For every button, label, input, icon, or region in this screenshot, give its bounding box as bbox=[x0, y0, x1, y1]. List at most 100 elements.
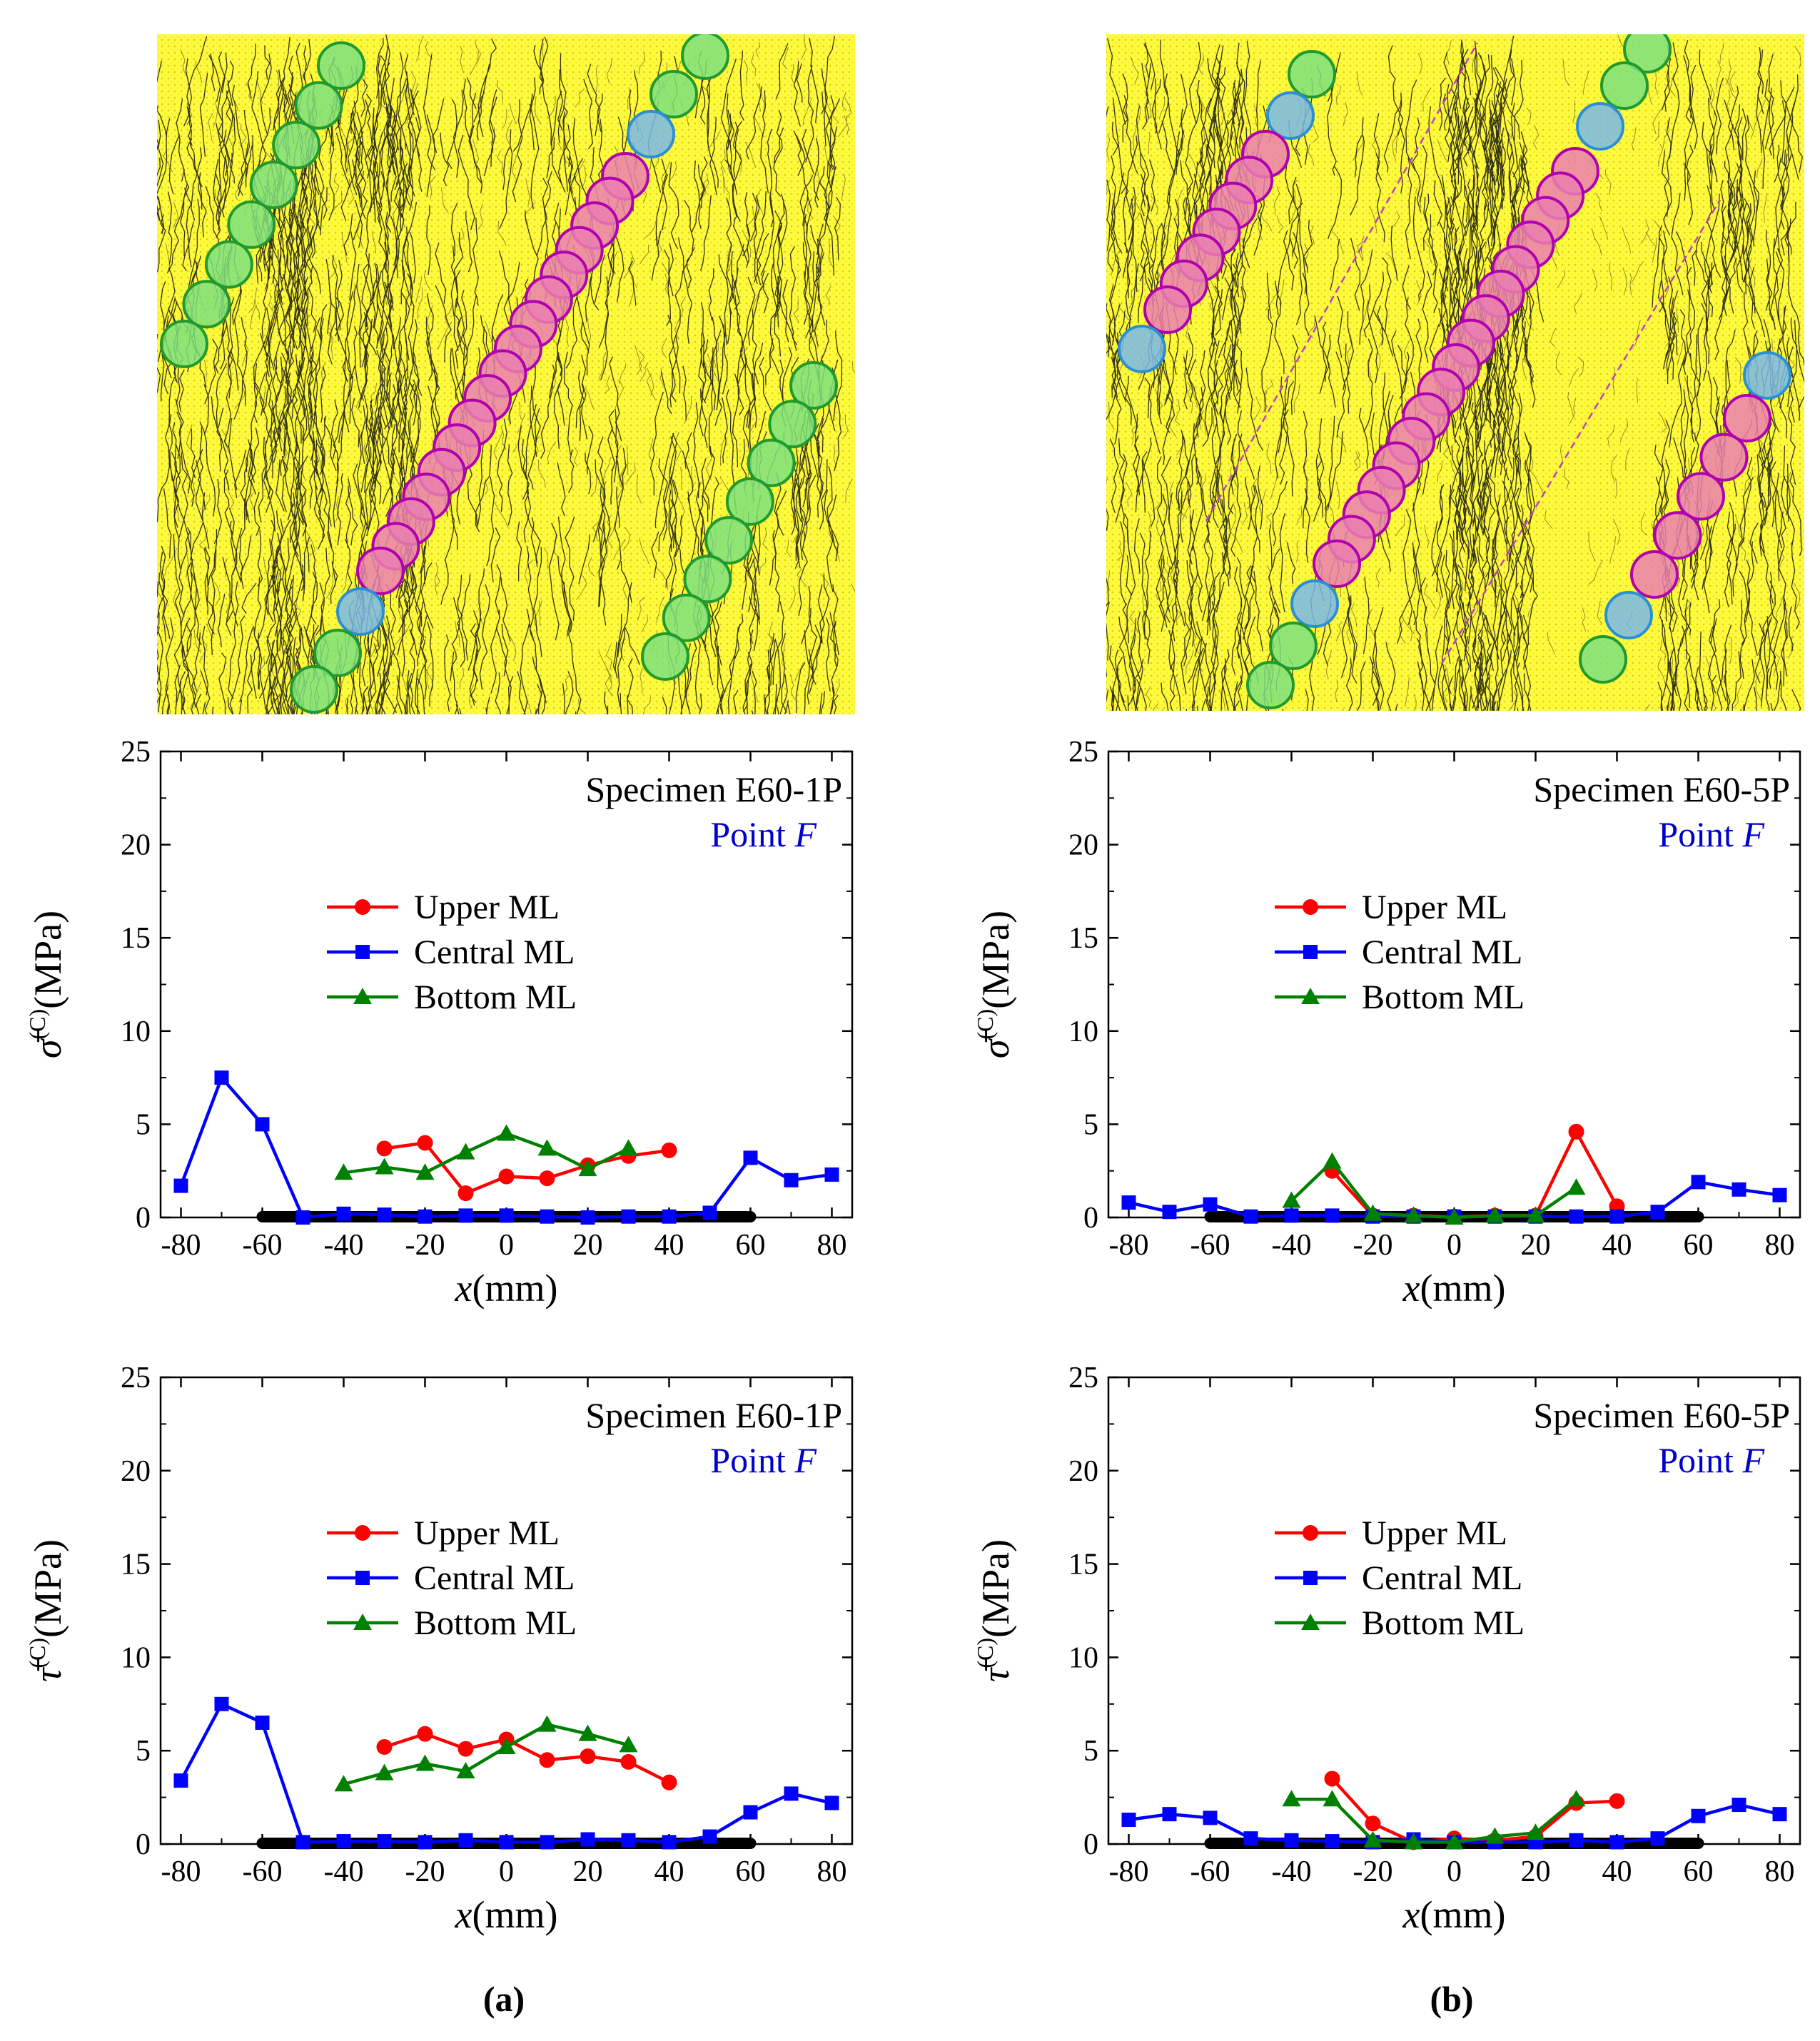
x-tick-label: -40 bbox=[324, 1229, 364, 1262]
data-point-central-ml bbox=[1203, 1810, 1218, 1825]
data-point-central-ml bbox=[1609, 1835, 1624, 1850]
legend-label: Central ML bbox=[1362, 1559, 1522, 1597]
x-tick-label: 80 bbox=[817, 1229, 847, 1262]
data-point-upper-ml bbox=[620, 1753, 637, 1770]
data-point-central-ml bbox=[1243, 1831, 1258, 1846]
x-tick-label: -60 bbox=[243, 1855, 283, 1888]
legend-label: Bottom ML bbox=[414, 1604, 577, 1642]
measurement-circle bbox=[204, 240, 253, 289]
data-point-central-ml bbox=[1162, 1807, 1177, 1822]
chart-b-tau: 0 5 10 15 20 25 -80 -60 -40 -20 0 20 40 60 80 x(mm) τ̄(C… bbox=[972, 1362, 1801, 1936]
data-point-central-ml bbox=[662, 1835, 677, 1850]
y-tick-label: 5 bbox=[1083, 1735, 1098, 1768]
x-tick-label: -60 bbox=[1190, 1855, 1230, 1888]
data-point-bottom-ml bbox=[415, 1163, 435, 1180]
data-point-central-ml bbox=[824, 1796, 839, 1810]
y-tick-label: 5 bbox=[1083, 1108, 1098, 1141]
measurement-circle bbox=[1266, 91, 1315, 140]
measurement-circle bbox=[641, 632, 689, 681]
measurement-circle bbox=[1743, 351, 1791, 400]
data-point-central-ml bbox=[1772, 1187, 1787, 1202]
measurement-circle bbox=[317, 41, 365, 90]
y-tick-label: 0 bbox=[136, 1202, 151, 1235]
data-point-central-ml bbox=[1121, 1195, 1136, 1210]
x-tick-label: -20 bbox=[1353, 1855, 1393, 1888]
data-point-central-ml bbox=[580, 1210, 595, 1225]
y-axis-label: σ̄(C)(MPa) bbox=[24, 911, 69, 1058]
data-point-bottom-ml bbox=[1485, 1206, 1505, 1223]
data-point-bottom-ml bbox=[1485, 1827, 1505, 1844]
specimen-image-a bbox=[157, 34, 855, 714]
series-line-bottom-ml bbox=[343, 1132, 630, 1175]
x-tick-label: 0 bbox=[1447, 1229, 1462, 1262]
y-axis-label-unit: (MPa) bbox=[26, 1539, 69, 1638]
column-label-a: (a) bbox=[483, 1979, 525, 2019]
measurement-circle bbox=[768, 400, 817, 449]
data-point-bottom-ml bbox=[1567, 1790, 1586, 1807]
measurement-circle bbox=[747, 438, 796, 487]
x-axis-label: x(mm) bbox=[1402, 1893, 1506, 1936]
x-axis-label-unit: (mm) bbox=[472, 1893, 557, 1936]
y-tick-label: 5 bbox=[136, 1735, 151, 1768]
y-axis-label-sup: (C) bbox=[972, 1638, 998, 1668]
x-tick-label: 80 bbox=[817, 1855, 847, 1888]
data-point-bottom-ml bbox=[1363, 1204, 1382, 1221]
x-tick-label: 40 bbox=[1602, 1229, 1632, 1262]
y-tick-label: 15 bbox=[121, 922, 151, 955]
column-label-b: (b) bbox=[1430, 1979, 1473, 2019]
data-point-upper-ml bbox=[539, 1170, 555, 1187]
measurement-circle bbox=[1600, 61, 1649, 110]
data-point-central-ml bbox=[743, 1805, 758, 1820]
data-point-upper-ml bbox=[1324, 1771, 1340, 1787]
x-tick-label: -80 bbox=[161, 1855, 201, 1888]
data-point-bottom-ml bbox=[1445, 1833, 1464, 1850]
legend-marker bbox=[355, 1571, 370, 1585]
x-tick-label: 20 bbox=[1521, 1855, 1551, 1888]
chart-subtitle-italic: F bbox=[1741, 1440, 1764, 1480]
data-point-central-ml bbox=[499, 1835, 514, 1850]
measurement-circle bbox=[704, 516, 754, 565]
y-axis-label: τ̄(C)(MPa) bbox=[972, 1539, 1017, 1682]
x-tick-label: -40 bbox=[324, 1855, 364, 1888]
measurement-circle bbox=[1579, 635, 1627, 684]
legend-marker bbox=[1303, 1525, 1318, 1541]
data-point-central-ml bbox=[295, 1835, 310, 1850]
y-axis-label-unit: (MPa) bbox=[974, 911, 1017, 1009]
legend-marker bbox=[1303, 899, 1318, 915]
legend-marker bbox=[355, 945, 370, 959]
data-point-central-ml bbox=[1691, 1808, 1706, 1823]
data-point-bottom-ml bbox=[1526, 1206, 1545, 1223]
data-point-central-ml bbox=[1609, 1209, 1624, 1224]
measurement-circle bbox=[1604, 591, 1653, 639]
data-point-central-ml bbox=[214, 1070, 229, 1085]
x-tick-label: -40 bbox=[1272, 1229, 1312, 1262]
y-axis-label-sup: (C) bbox=[24, 1009, 50, 1040]
legend-label: Upper ML bbox=[1362, 1514, 1507, 1552]
data-point-upper-ml bbox=[539, 1752, 555, 1768]
x-tick-label: 0 bbox=[499, 1855, 514, 1888]
x-tick-label: -80 bbox=[161, 1229, 201, 1262]
data-point-central-ml bbox=[1731, 1182, 1746, 1197]
data-point-bottom-ml bbox=[1404, 1206, 1423, 1223]
chart-subtitle-prefix: Point bbox=[710, 814, 794, 854]
x-tick-label: -60 bbox=[1190, 1229, 1230, 1262]
data-point-bottom-ml bbox=[456, 1143, 475, 1160]
x-tick-label: -40 bbox=[1272, 1855, 1312, 1888]
x-tick-label: 20 bbox=[573, 1855, 603, 1888]
legend-label: Bottom ML bbox=[414, 978, 577, 1016]
measurement-circle bbox=[182, 280, 231, 329]
x-tick-label: 60 bbox=[736, 1229, 766, 1262]
band-guide-line bbox=[1440, 199, 1722, 664]
x-tick-label: 20 bbox=[1521, 1229, 1551, 1262]
chart-subtitle-italic: F bbox=[1741, 814, 1764, 854]
data-point-bottom-ml bbox=[1445, 1208, 1464, 1225]
data-point-bottom-ml bbox=[1567, 1178, 1586, 1195]
data-point-bottom-ml bbox=[1282, 1191, 1301, 1208]
measurement-circle bbox=[336, 587, 385, 636]
y-axis-label: τ̄(C)(MPa) bbox=[24, 1539, 69, 1682]
legend-label: Central ML bbox=[414, 1559, 575, 1597]
x-tick-label: 80 bbox=[1765, 1229, 1795, 1262]
x-axis-label-unit: (mm) bbox=[472, 1267, 557, 1310]
data-point-central-ml bbox=[540, 1835, 555, 1850]
data-point-bottom-ml bbox=[375, 1763, 394, 1781]
